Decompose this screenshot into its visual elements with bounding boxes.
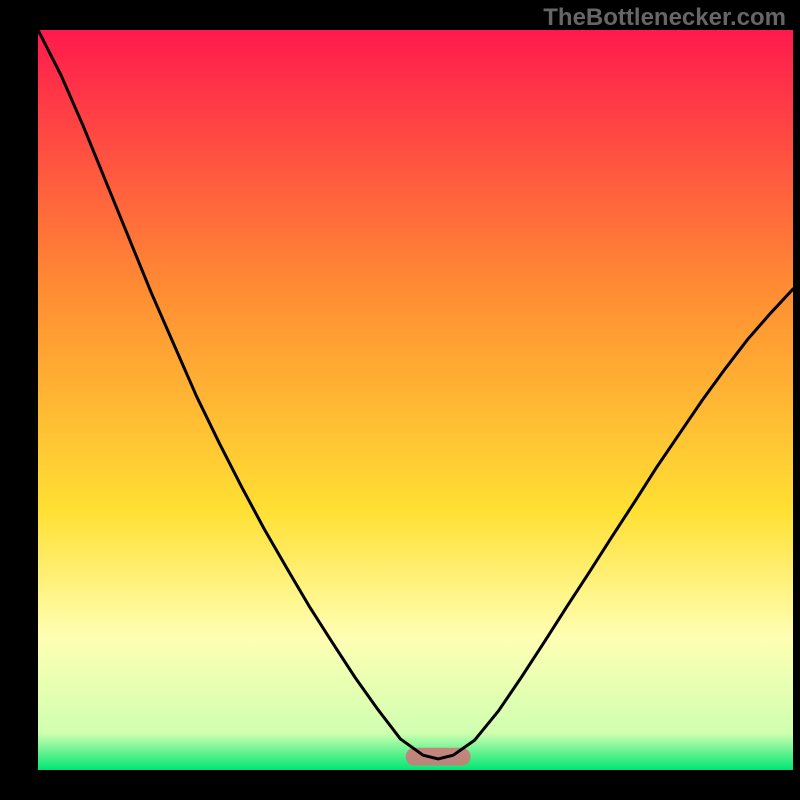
watermark-text: TheBottlenecker.com [543,4,786,32]
plot-area [38,30,793,770]
chart-container: TheBottlenecker.com [0,0,800,800]
gradient-background [38,30,793,770]
chart-svg [38,30,793,770]
